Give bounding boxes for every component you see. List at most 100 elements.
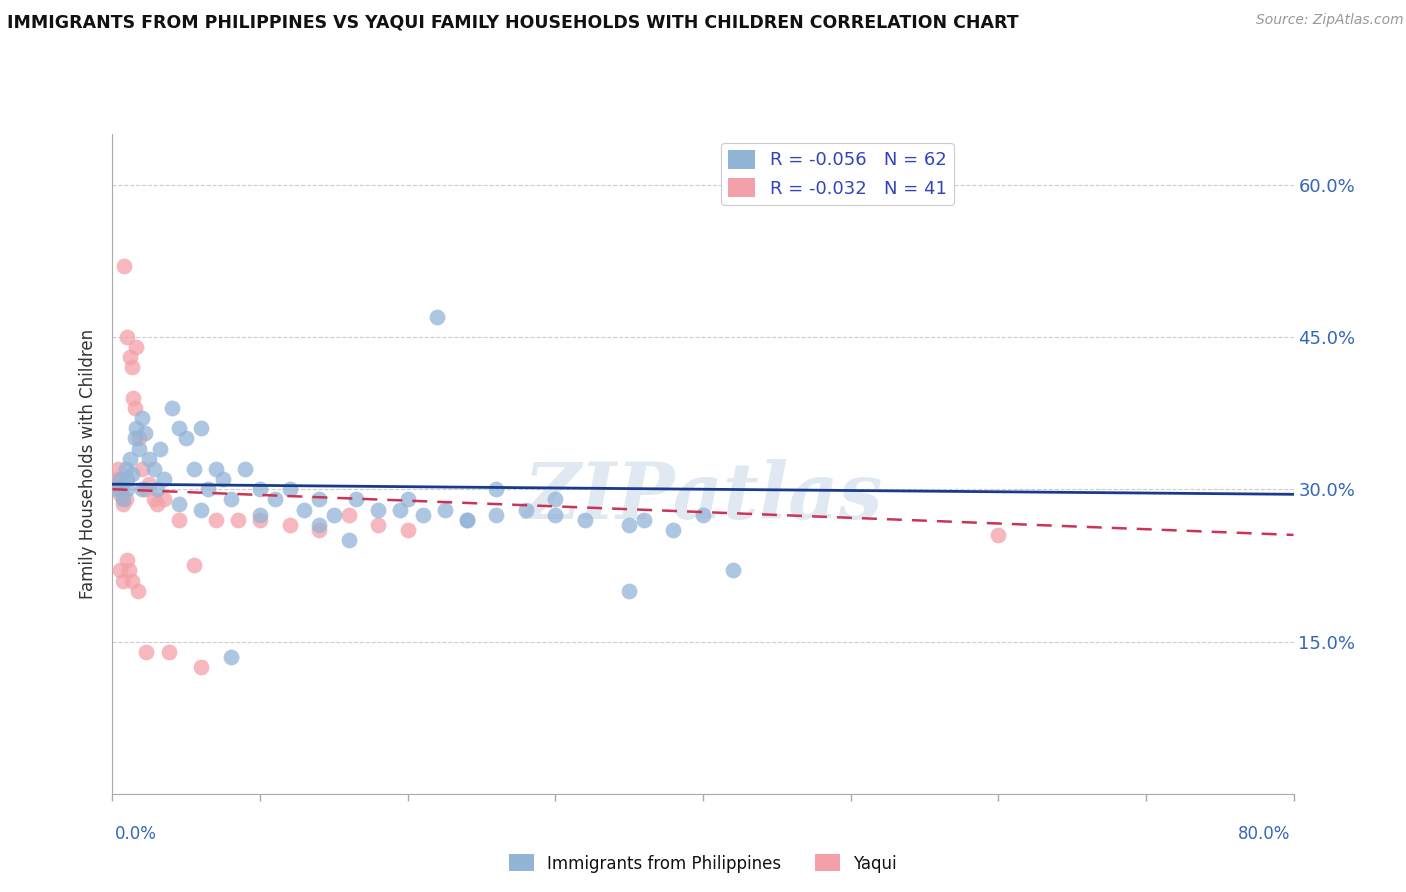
Point: [987, 528, 1010, 542]
Point: [157, 645, 180, 659]
Text: 80.0%: 80.0%: [1239, 825, 1291, 843]
Point: [174, 432, 197, 446]
Point: [121, 574, 143, 588]
Point: [190, 502, 212, 516]
Point: [108, 564, 131, 578]
Point: [633, 513, 655, 527]
Point: [205, 462, 228, 476]
Point: [278, 482, 301, 496]
Point: [105, 472, 128, 486]
Point: [128, 442, 150, 456]
Point: [121, 360, 143, 375]
Point: [142, 462, 165, 476]
Point: [249, 508, 271, 522]
Point: [153, 472, 176, 486]
Point: [111, 492, 134, 507]
Point: [131, 482, 153, 496]
Point: [205, 513, 228, 527]
Point: [515, 502, 537, 516]
Point: [485, 482, 508, 496]
Point: [264, 492, 287, 507]
Point: [111, 498, 134, 512]
Point: [456, 513, 478, 527]
Point: [111, 574, 134, 588]
Point: [167, 513, 190, 527]
Point: [160, 401, 183, 415]
Point: [117, 482, 138, 496]
Point: [308, 492, 330, 507]
Point: [212, 472, 235, 486]
Point: [104, 477, 127, 491]
Point: [219, 649, 242, 664]
Point: [226, 513, 249, 527]
Point: [721, 564, 744, 578]
Point: [233, 462, 256, 476]
Point: [367, 517, 389, 532]
Point: [619, 517, 641, 532]
Point: [308, 517, 330, 532]
Point: [278, 517, 301, 532]
Point: [120, 350, 142, 364]
Point: [108, 472, 131, 486]
Point: [456, 513, 478, 527]
Point: [108, 487, 131, 501]
Point: [138, 477, 160, 491]
Point: [396, 523, 419, 537]
Point: [337, 508, 360, 522]
Point: [125, 421, 148, 435]
Point: [122, 391, 145, 405]
Text: ZIPatlas: ZIPatlas: [523, 458, 883, 535]
Point: [120, 451, 142, 466]
Point: [190, 660, 212, 674]
Point: [433, 502, 456, 516]
Point: [337, 533, 360, 547]
Point: [114, 492, 136, 507]
Point: [124, 432, 146, 446]
Point: [219, 492, 242, 507]
Y-axis label: Family Households with Children: Family Households with Children: [79, 329, 97, 599]
Point: [167, 498, 190, 512]
Point: [619, 583, 641, 598]
Point: [183, 558, 205, 573]
Point: [544, 492, 567, 507]
Point: [662, 523, 685, 537]
Legend: Immigrants from Philippines, Yaqui: Immigrants from Philippines, Yaqui: [502, 847, 904, 880]
Point: [112, 259, 135, 273]
Point: [131, 462, 153, 476]
Point: [146, 482, 169, 496]
Point: [138, 451, 160, 466]
Point: [124, 401, 146, 415]
Point: [121, 467, 143, 481]
Point: [367, 502, 389, 516]
Text: IMMIGRANTS FROM PHILIPPINES VS YAQUI FAMILY HOUSEHOLDS WITH CHILDREN CORRELATION: IMMIGRANTS FROM PHILIPPINES VS YAQUI FAM…: [7, 13, 1019, 31]
Point: [323, 508, 346, 522]
Point: [117, 553, 138, 567]
Point: [389, 502, 412, 516]
Point: [107, 462, 129, 476]
Point: [105, 482, 128, 496]
Legend: R = -0.056   N = 62, R = -0.032   N = 41: R = -0.056 N = 62, R = -0.032 N = 41: [721, 143, 953, 205]
Point: [149, 442, 172, 456]
Point: [344, 492, 367, 507]
Point: [153, 492, 176, 507]
Point: [127, 583, 149, 598]
Point: [134, 426, 156, 441]
Point: [125, 340, 148, 354]
Point: [135, 645, 157, 659]
Text: Source: ZipAtlas.com: Source: ZipAtlas.com: [1256, 13, 1403, 28]
Point: [190, 421, 212, 435]
Point: [396, 492, 419, 507]
Point: [134, 482, 156, 496]
Point: [183, 462, 205, 476]
Point: [574, 513, 596, 527]
Point: [544, 508, 567, 522]
Point: [412, 508, 434, 522]
Point: [117, 472, 138, 486]
Text: 0.0%: 0.0%: [115, 825, 157, 843]
Point: [114, 462, 136, 476]
Point: [117, 330, 138, 344]
Point: [249, 482, 271, 496]
Point: [308, 523, 330, 537]
Point: [167, 421, 190, 435]
Point: [426, 310, 449, 324]
